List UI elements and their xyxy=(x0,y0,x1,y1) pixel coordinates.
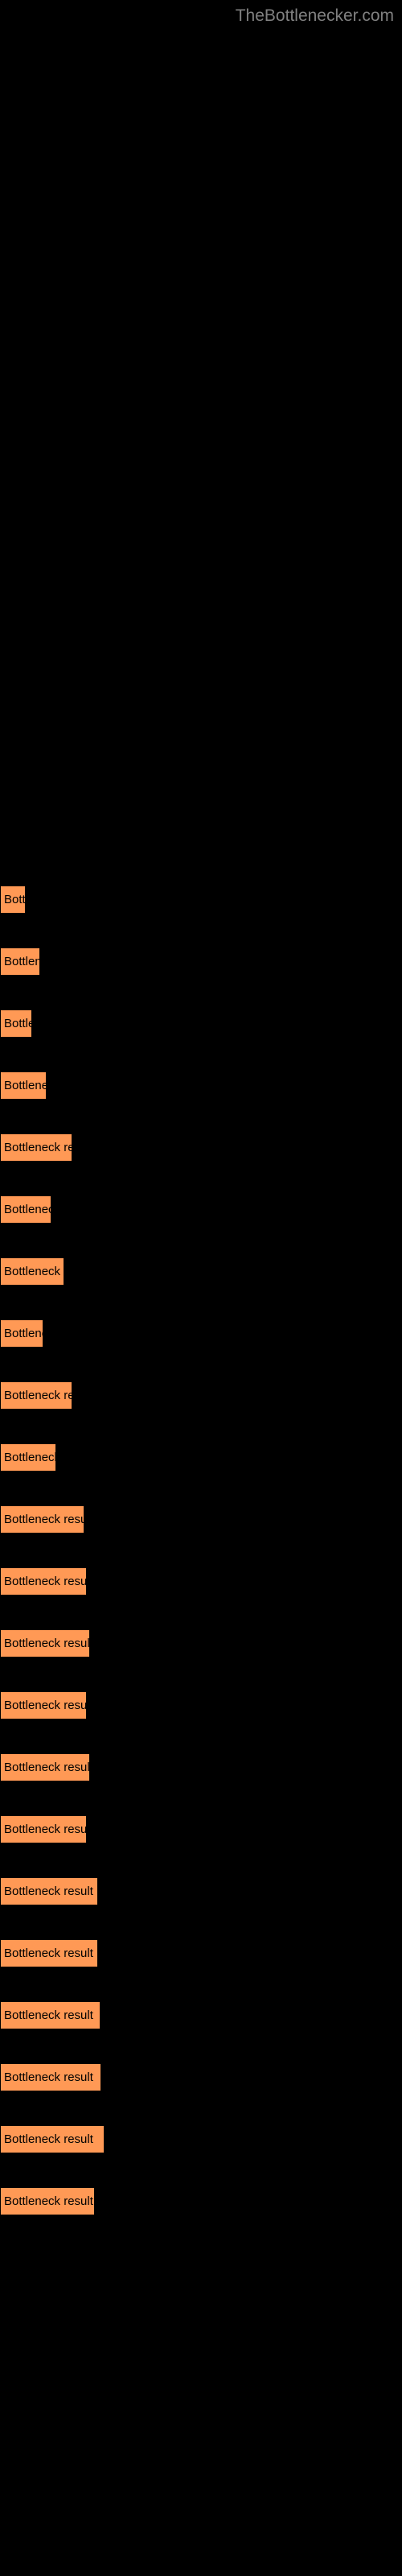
bar: Bottlene xyxy=(0,1319,43,1348)
bar: Bottleneck result xyxy=(0,2125,105,2153)
bar-label: Bottleneck result xyxy=(4,2194,93,2208)
bar: Bottleneck result xyxy=(0,2063,101,2091)
bar-label: Bottleneck res xyxy=(4,1141,72,1154)
bar-label: Bottleneck result xyxy=(4,1823,87,1836)
bar-label: Bottle xyxy=(4,1017,32,1030)
bar-row: Bottlene xyxy=(0,1319,402,1348)
bar-label: Bottleneck result xyxy=(4,2070,93,2084)
bar: Bottleneck rest xyxy=(0,1381,72,1410)
bar-label: Bottleneck result xyxy=(4,1761,90,1774)
bar-row: Bottleneck result xyxy=(0,2125,402,2153)
bar-label: Bottleneck r xyxy=(4,1265,64,1278)
bar: Bottleneck result xyxy=(0,1939,98,1967)
bar-row: Bottleneck result xyxy=(0,1939,402,1967)
bar: Bottleneck result xyxy=(0,2001,100,2029)
bar-label: Bottleneck xyxy=(4,1079,47,1092)
bar: Bottleneck result xyxy=(0,1629,90,1657)
bar-row: Bottleneck result xyxy=(0,1753,402,1781)
bar: Bottlenec xyxy=(0,947,40,976)
bar-label: Bott xyxy=(4,893,26,906)
bar-label: Bottleneck result xyxy=(4,1575,87,1588)
bar-row: Bottleneck res xyxy=(0,1133,402,1162)
bar: Bottle xyxy=(0,1009,32,1038)
bar-row: Bottleneck result xyxy=(0,2063,402,2091)
bar: Bottleneck result xyxy=(0,1691,87,1719)
bar: Bottleneck result xyxy=(0,1567,87,1596)
bar-label: Bottlene xyxy=(4,1327,43,1340)
bar-row: Bottleneck rest xyxy=(0,1381,402,1410)
bar-row: Bottleneck result xyxy=(0,1815,402,1843)
bar-chart: Bott Bottlenec Bottle Bottleneck Bottleneck … xyxy=(0,0,402,2273)
bar: Bottleneck result xyxy=(0,1815,87,1843)
watermark-text: TheBottlenecker.com xyxy=(236,6,394,26)
bar-row: Bottleneck ( xyxy=(0,1443,402,1472)
bar: Bottleneck ( xyxy=(0,1443,56,1472)
bar-row: Bottleneck r xyxy=(0,1257,402,1286)
bar-label: Bottlenec xyxy=(4,955,40,968)
bar-label: Bottleneck result xyxy=(4,2008,93,2022)
bar-row: Bottleneck result xyxy=(0,1629,402,1657)
bar-row: Bottleneck result xyxy=(0,1567,402,1596)
bar: Bottleneck result xyxy=(0,1877,98,1905)
bar-row: Bott xyxy=(0,886,402,914)
bar-row: Bottleneck xyxy=(0,1071,402,1100)
bar-row: Bottleneck result xyxy=(0,2187,402,2215)
bar-label: Bottleneck xyxy=(4,1203,51,1216)
bar-label: Bottleneck result xyxy=(4,1699,87,1712)
bar-label: Bottleneck result xyxy=(4,1946,93,1960)
bar-row: Bottleneck xyxy=(0,1195,402,1224)
bar-label: Bottleneck ( xyxy=(4,1451,56,1464)
bar-label: Bottleneck result xyxy=(4,1885,93,1898)
bar-label: Bottleneck result xyxy=(4,1513,84,1526)
bar-label: Bottleneck result xyxy=(4,2132,93,2146)
bar-label: Bottleneck rest xyxy=(4,1389,72,1402)
bar: Bottleneck r xyxy=(0,1257,64,1286)
bar: Bottleneck result xyxy=(0,1753,90,1781)
bar-row: Bottleneck result xyxy=(0,2001,402,2029)
bar-label: Bottleneck result xyxy=(4,1637,90,1650)
bar: Bottleneck result xyxy=(0,2187,95,2215)
bar: Bott xyxy=(0,886,26,914)
bar-row: Bottleneck result xyxy=(0,1877,402,1905)
bar-row: Bottlenec xyxy=(0,947,402,976)
bar: Bottleneck result xyxy=(0,1505,84,1534)
bar: Bottleneck xyxy=(0,1071,47,1100)
bar-row: Bottle xyxy=(0,1009,402,1038)
bar-row: Bottleneck result xyxy=(0,1691,402,1719)
bar-row: Bottleneck result xyxy=(0,1505,402,1534)
bar: Bottleneck xyxy=(0,1195,51,1224)
bar: Bottleneck res xyxy=(0,1133,72,1162)
